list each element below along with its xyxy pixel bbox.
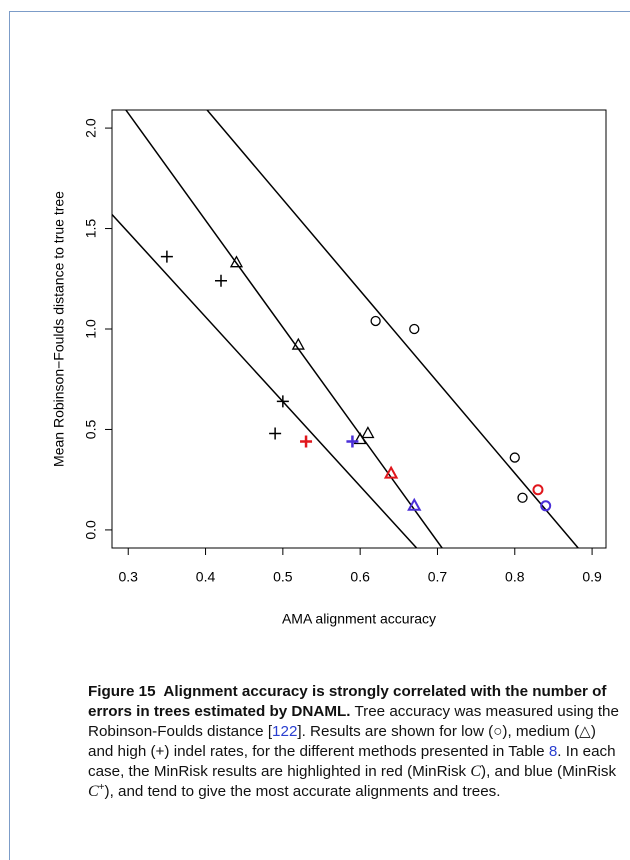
x-tick-label: 0.4 [196, 569, 216, 585]
x-axis-title: AMA alignment accuracy [282, 611, 436, 627]
point-triangle [291, 337, 305, 350]
math-symbol: C [88, 783, 99, 800]
regression-line [125, 110, 443, 548]
plot-area [112, 110, 579, 548]
point-plus [276, 395, 289, 408]
point-plus [215, 274, 228, 287]
table-link[interactable]: 8 [548, 743, 558, 760]
x-tick-label: 0.9 [582, 569, 602, 585]
math-symbol: C [470, 763, 482, 780]
x-tick-label: 0.8 [505, 569, 525, 585]
regression-line [206, 110, 579, 548]
point-circle [509, 452, 520, 463]
point-triangle [361, 426, 375, 439]
point-circle [540, 500, 552, 512]
point-circle [532, 484, 544, 496]
y-tick-label: 0.5 [83, 420, 99, 440]
caption: Figure 15 Alignment accuracy is strongly… [88, 682, 620, 802]
point-triangle [407, 497, 422, 511]
point-triangle [229, 255, 244, 268]
point-plus [269, 427, 282, 440]
x-tick-label: 0.5 [273, 569, 293, 585]
y-tick-label: 1.0 [83, 319, 99, 339]
caption-text: ), and tend to give the most accurate al… [104, 783, 501, 800]
caption-text: Tree accuracy was measured using the Rob… [88, 703, 619, 740]
math-superscript: + [98, 781, 105, 793]
point-plus [160, 250, 173, 263]
y-tick-label: 2.0 [83, 118, 99, 138]
point-triangle [383, 465, 399, 479]
y-tick-label: 0.0 [83, 520, 99, 540]
reference-link[interactable]: 122 [272, 723, 298, 740]
point-circle [517, 492, 528, 503]
point-plus [300, 435, 313, 448]
point-triangle [353, 432, 367, 445]
chart: AMA alignment accuracy Mean Robinson−Fou… [51, 109, 607, 627]
x-tick-label: 0.7 [428, 569, 448, 585]
plot-box [111, 109, 607, 549]
y-axis-title: Mean Robinson−Foulds distance to true tr… [51, 191, 67, 467]
point-plus [346, 435, 359, 448]
figure-frame [9, 11, 630, 860]
caption-text: . In each case, the MinRisk results are … [88, 743, 616, 780]
y-tick-label: 1.5 [83, 219, 99, 239]
caption-text: ]. Results are shown for low (○), medium… [88, 723, 596, 760]
caption-title: Alignment accuracy is strongly correlate… [88, 683, 607, 720]
x-tick-label: 0.3 [119, 569, 139, 585]
point-circle [370, 315, 381, 327]
regression-line [112, 213, 418, 548]
x-tick-label: 0.6 [350, 569, 370, 585]
caption-text: ), and blue (MinRisk [481, 763, 617, 780]
point-circle [409, 323, 420, 335]
caption-label: Figure 15 [88, 683, 156, 700]
